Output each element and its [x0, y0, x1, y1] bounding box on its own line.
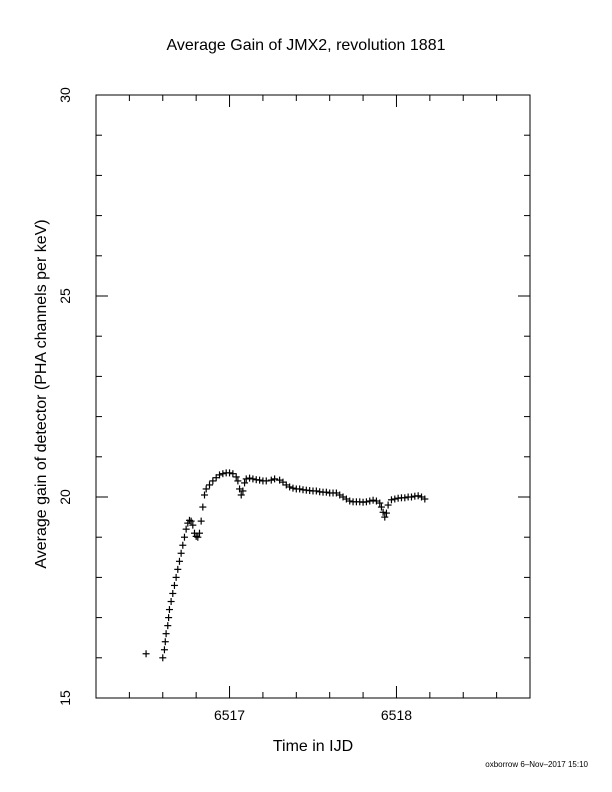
data-point: [387, 496, 395, 504]
data-point: [296, 485, 304, 493]
data-point: [219, 470, 227, 478]
x-axis-label: Time in IJD: [272, 738, 354, 755]
data-point: [362, 498, 370, 506]
data-point: [366, 497, 374, 505]
data-point: [169, 589, 177, 597]
data-point: [165, 614, 173, 622]
y-tick-label: 15: [57, 690, 73, 706]
data-point: [246, 474, 254, 482]
data-point: [179, 541, 187, 549]
data-point: [414, 492, 422, 500]
data-point: [201, 491, 208, 499]
y-tick-label: 25: [57, 288, 73, 304]
data-point: [195, 529, 203, 537]
data-point: [382, 509, 390, 517]
data-point: [376, 499, 384, 507]
data-point: [312, 487, 320, 495]
data-point: [239, 487, 247, 495]
data-point: [202, 485, 210, 493]
data-point: [271, 475, 279, 483]
data-point: [167, 598, 175, 606]
data-point: [177, 549, 185, 557]
data-point: [381, 513, 389, 521]
data-point: [170, 581, 178, 589]
data-point: [197, 517, 205, 525]
chart-title: Average Gain of JMX2, revolution 1881: [166, 37, 446, 54]
data-point: [407, 493, 415, 501]
data-point: [242, 475, 250, 483]
x-tick-label: 6517: [214, 707, 245, 723]
data-point: [187, 517, 195, 525]
data-point: [229, 470, 237, 478]
data-point: [241, 479, 249, 487]
data-point: [216, 471, 224, 479]
data-point: [401, 494, 409, 502]
data-point: [232, 473, 240, 481]
y-tick-label: 30: [57, 87, 73, 103]
data-point: [421, 495, 429, 503]
data-points: [142, 469, 429, 662]
data-point: [160, 646, 168, 654]
data-point: [165, 606, 173, 614]
data-point: [262, 477, 270, 485]
data-point: [289, 484, 297, 492]
data-point: [234, 477, 242, 485]
footer-stamp: oxborrow 6–Nov–2017 15:10: [485, 760, 588, 769]
data-point: [379, 508, 387, 516]
data-point: [346, 497, 354, 505]
y-tick-label: 20: [57, 489, 73, 505]
data-point: [199, 503, 207, 511]
data-point: [182, 525, 190, 533]
data-point: [185, 516, 193, 524]
data-point: [189, 521, 197, 529]
data-point: [267, 476, 275, 484]
data-point: [226, 469, 234, 477]
data-point: [174, 565, 182, 573]
data-point: [286, 483, 294, 491]
data-point: [377, 503, 385, 511]
data-point: [192, 532, 200, 540]
data-point: [175, 557, 183, 565]
axis-tick-labels: 6517 6518 15 20 25 30: [57, 87, 412, 723]
data-point: [249, 475, 257, 483]
data-point: [172, 573, 180, 581]
data-point: [209, 477, 217, 485]
data-point: [384, 501, 392, 509]
data-point: [369, 496, 377, 504]
plot-frame: [95, 94, 531, 699]
data-point: [180, 533, 188, 541]
data-point: [162, 630, 170, 638]
data-point: [161, 638, 169, 646]
data-point: [206, 481, 214, 489]
data-point: [142, 650, 150, 658]
data-point: [322, 488, 330, 496]
data-point: [159, 654, 167, 662]
data-point: [194, 533, 202, 541]
x-tick-label: 6518: [381, 707, 412, 723]
data-point: [164, 622, 172, 630]
data-point: [237, 491, 245, 499]
axis-ticks: [96, 95, 530, 698]
data-point: [256, 476, 264, 484]
y-axis-label: Average gain of detector (PHA channels p…: [33, 219, 50, 569]
data-point: [391, 495, 399, 503]
